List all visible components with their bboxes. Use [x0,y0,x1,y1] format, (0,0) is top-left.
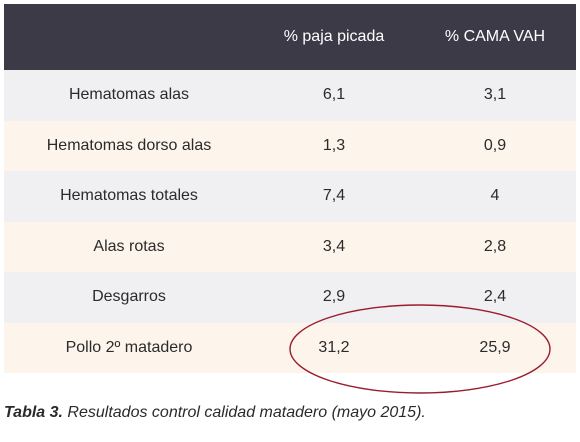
paja-value: 7,4 [322,187,346,205]
cama-value: 4 [490,187,500,205]
paja-value: 31,2 [318,338,350,356]
cama-value: 25,9 [479,338,511,356]
highlight-ellipse-shape [289,304,551,394]
paja-value: 6,1 [322,86,346,104]
cama-value: 0,9 [483,136,507,154]
results-table: % paja picada % CAMA VAH Hematomas alas … [4,4,576,373]
row-label: Hematomas alas [68,86,190,104]
paja-value: 2,9 [322,288,346,306]
table-caption: Tabla 3. Resultados control calidad mata… [4,404,426,422]
table-header: % paja picada % CAMA VAH [4,4,576,70]
row-label: Alas rotas [93,237,165,255]
cama-value: 2,4 [483,288,507,306]
table-row: Hematomas alas 6,1 3,1 [4,70,576,121]
table-row: Desgarros 2,9 2,4 [4,272,576,323]
header-cama-vah: % CAMA VAH [444,28,546,45]
table-row: Alas rotas 3,4 2,8 [4,221,576,272]
table-row: Hematomas dorso alas 1,3 0,9 [4,120,576,171]
row-label: Hematomas totales [60,187,198,205]
paja-value: 3,4 [322,237,346,255]
row-label: Desgarros [92,288,166,306]
cama-value: 2,8 [483,237,507,255]
row-label: Hematomas dorso alas [46,136,212,154]
row-label: Pollo 2º matadero [65,338,193,356]
paja-value: 1,3 [322,136,346,154]
header-paja-picada: % paja picada [283,28,385,45]
cama-value: 3,1 [483,86,507,104]
caption-text: Resultados control calidad matadero (may… [62,404,426,421]
table-row: Hematomas totales 7,4 4 [4,171,576,222]
caption-label: Tabla 3. [4,404,63,421]
